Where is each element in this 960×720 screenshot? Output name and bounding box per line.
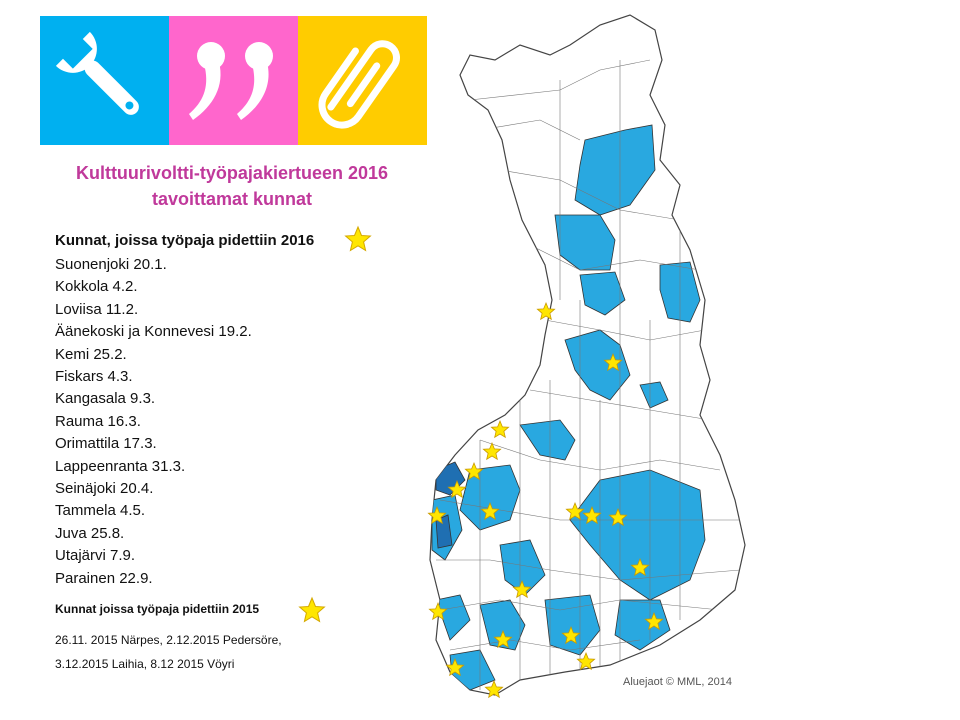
star-icon <box>512 579 532 599</box>
list-2016: Suonenjoki 20.1. Kokkola 4.2. Loviisa 11… <box>55 254 252 590</box>
star-icon <box>447 479 467 499</box>
title-line-2: tavoittamat kunnat <box>151 189 313 209</box>
list-item: Fiskars 4.3. <box>55 368 133 386</box>
logo-tiles <box>40 16 428 145</box>
list-2015-heading: Kunnat joissa työpaja pidettiin 2015 <box>55 602 260 616</box>
highlighted-municipalities <box>431 124 706 691</box>
list-item: Seinäjoki 20.4. <box>55 480 154 498</box>
wrench-tile <box>40 16 169 145</box>
list-2015: 26.11. 2015 Närpes, 2.12.2015 Pedersöre,… <box>55 628 282 676</box>
star-icon <box>608 507 628 527</box>
municipality-region <box>614 599 671 651</box>
star-icon <box>565 501 585 521</box>
municipality-region <box>499 539 546 596</box>
star-icon <box>582 505 602 525</box>
coastal-municipality <box>435 514 453 549</box>
star-icon <box>484 679 504 699</box>
wrench-icon <box>55 31 139 115</box>
quote-icon <box>189 42 273 120</box>
list-item: Tammela 4.5. <box>55 502 146 520</box>
star-icon <box>298 596 326 623</box>
star-icon <box>344 225 372 252</box>
list-2015-line: 26.11. 2015 Närpes, 2.12.2015 Pedersöre, <box>55 633 282 647</box>
finland-map <box>427 14 746 699</box>
star-icon <box>536 301 556 321</box>
star-icon <box>428 601 448 621</box>
star-icon <box>561 625 581 645</box>
star-icon <box>603 352 623 372</box>
municipality-region <box>579 271 626 316</box>
page-title: Kulttuurivoltti-työpajakiertueen 2016 ta… <box>32 160 432 212</box>
list-item: Parainen 22.9. <box>55 569 153 587</box>
paperclip-icon <box>318 40 400 129</box>
star-icon <box>464 461 484 481</box>
star-icon <box>644 611 664 631</box>
list-item: Suonenjoki 20.1. <box>55 256 167 273</box>
list-item: Äänekoski ja Konnevesi 19.2. <box>55 323 252 341</box>
list-item: Juva 25.8. <box>55 524 125 542</box>
star-icon <box>445 657 465 677</box>
list-item: Orimattila 17.3. <box>55 435 157 453</box>
star-icon <box>482 441 502 461</box>
municipality-region <box>459 464 521 531</box>
list-item: Kokkola 4.2. <box>55 278 138 296</box>
star-icon <box>427 505 447 525</box>
star-icon <box>490 419 510 439</box>
paperclip-tile <box>298 16 427 145</box>
star-icon <box>576 651 596 671</box>
list-item: Loviisa 11.2. <box>55 300 139 318</box>
list-item: Kemi 25.2. <box>55 345 127 363</box>
star-icon <box>630 557 650 577</box>
list-item: Utajärvi 7.9. <box>55 547 136 565</box>
municipality-region <box>519 419 576 461</box>
municipality-region <box>574 124 656 216</box>
municipality-region <box>639 381 669 409</box>
quote-tile <box>169 16 298 145</box>
title-line-1: Kulttuurivoltti-työpajakiertueen 2016 <box>75 163 389 183</box>
list-2015-line: 3.12.2015 Laihia, 8.12 2015 Vöyri <box>55 657 235 671</box>
list-item: Lappeenranta 31.3. <box>55 457 186 475</box>
star-icon <box>480 501 500 521</box>
list-2016-heading: Kunnat, joissa työpaja pidettiin 2016 <box>55 232 315 249</box>
list-item: Rauma 16.3. <box>55 412 141 430</box>
municipality-borders <box>436 59 741 690</box>
star-icon <box>493 629 513 649</box>
workshop-markers <box>427 301 664 699</box>
list-item: Kangasala 9.3. <box>55 390 156 408</box>
map-credit: Aluejaot © MML, 2014 <box>623 676 732 688</box>
